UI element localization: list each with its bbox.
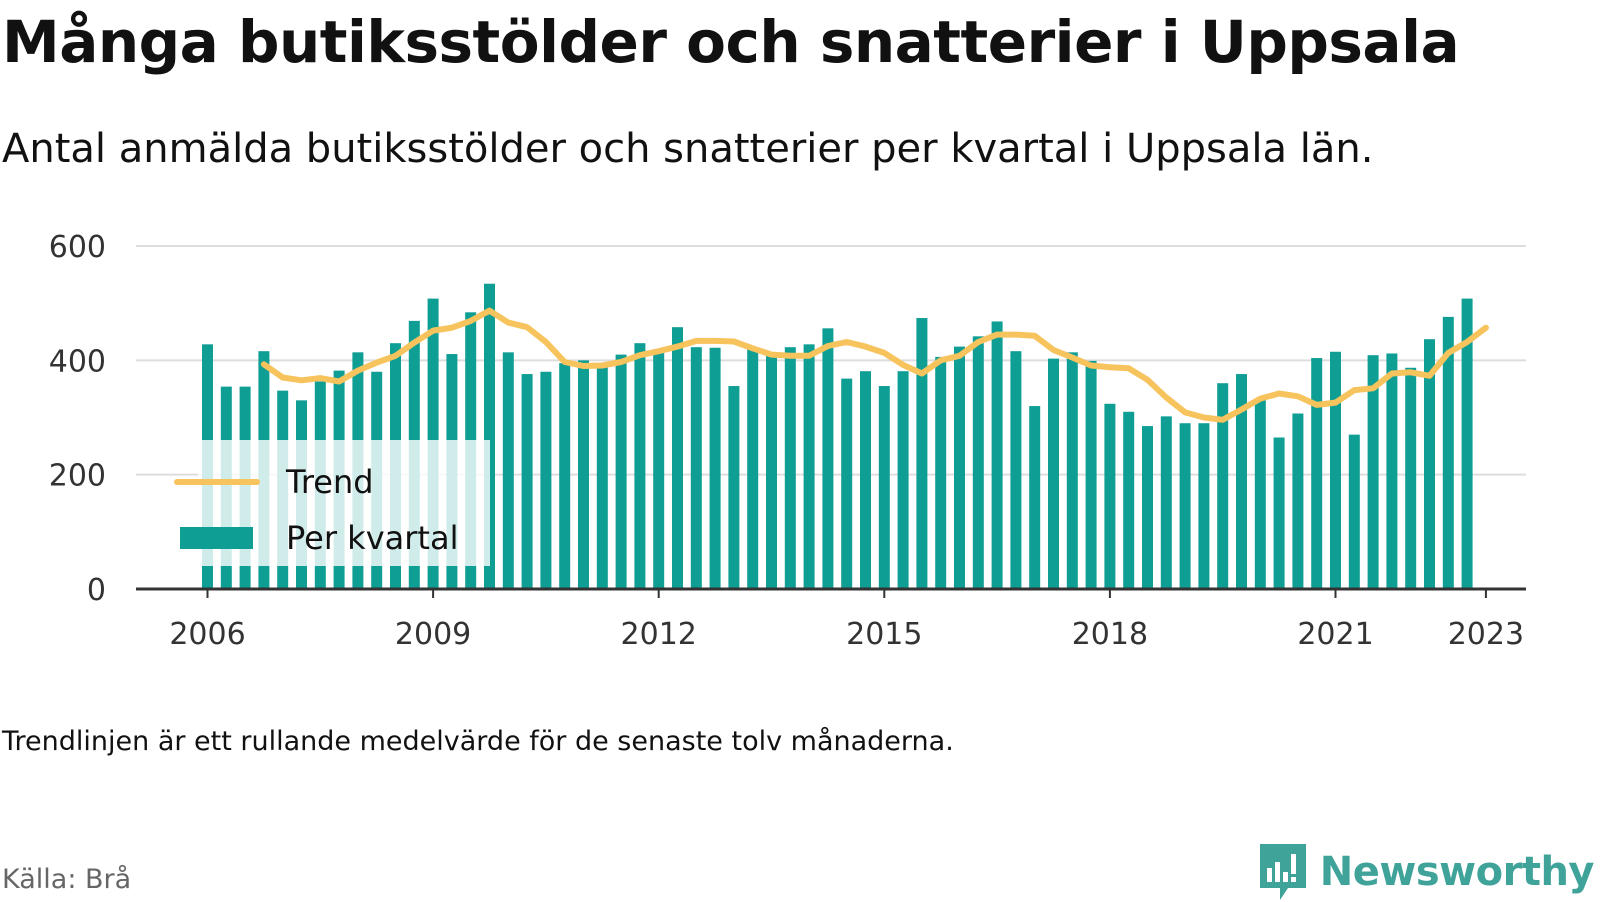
x-tick-label: 2012: [621, 617, 697, 652]
y-tick-label: 0: [87, 573, 106, 608]
chart-subtitle: Antal anmälda butiksstölder och snatteri…: [2, 126, 1374, 172]
x-tick-label: 2009: [395, 617, 471, 652]
bar: [1442, 316, 1454, 589]
bar: [991, 321, 1003, 589]
bar: [897, 371, 909, 589]
y-tick-label: 600: [49, 230, 106, 265]
bar: [559, 363, 571, 589]
bar: [1142, 426, 1153, 589]
bar: [709, 347, 721, 589]
bar: [596, 367, 608, 589]
bar: [1217, 383, 1229, 589]
bar: [803, 344, 815, 589]
bar: [878, 386, 890, 589]
bar: [1254, 400, 1266, 589]
bar: [1123, 411, 1135, 589]
bar: [1066, 352, 1078, 589]
bar: [1029, 406, 1041, 589]
bar: [540, 371, 552, 589]
bar: [766, 354, 777, 589]
brand-name: Newsworthy: [1319, 849, 1595, 895]
newsworthy-icon: [1259, 844, 1306, 900]
bar: [972, 336, 984, 589]
x-tick-label: 2023: [1448, 617, 1524, 652]
legend-trend-label: Trend: [285, 463, 374, 501]
bar: [1405, 367, 1417, 589]
bar: [1198, 423, 1210, 589]
bar: [954, 346, 965, 589]
bar: [1085, 360, 1097, 589]
bar: [690, 347, 702, 589]
bar: [502, 352, 514, 589]
bar: [615, 354, 627, 589]
y-tick-label: 400: [49, 344, 106, 379]
trend-series: [260, 307, 1489, 423]
bar: [1179, 423, 1191, 589]
bar: [521, 374, 533, 589]
bar: [1461, 298, 1473, 589]
bar: [841, 378, 853, 589]
bar: [728, 386, 740, 589]
bar: [1236, 374, 1247, 589]
axes: 0 200 400 600 2006 2009 2012 2015 2018 2021 2023: [49, 230, 1526, 652]
trend-line: [260, 307, 1489, 423]
bar: [1048, 358, 1059, 589]
bar: [578, 360, 589, 589]
bar: [634, 343, 646, 589]
x-tick-label: 2021: [1297, 617, 1373, 652]
bar: [1386, 353, 1398, 589]
footnote: Trendlinjen är ett rullande medelvärde f…: [2, 726, 954, 757]
bar: [916, 318, 928, 589]
chart-area: Trend Per kvartal 0 200 400 600 2006 2009 2012…: [49, 230, 1526, 652]
source-credit: Källa: Brå: [2, 864, 132, 895]
newsworthy-logo: Newsworthy: [1258, 842, 1595, 902]
y-tick-label: 200: [49, 459, 106, 494]
bar: [935, 356, 947, 589]
bar: [1273, 437, 1285, 589]
bar: [1348, 434, 1360, 589]
bar: [1160, 416, 1172, 589]
x-tick-label: 2018: [1072, 617, 1148, 652]
bar: [1104, 403, 1116, 589]
bar: [484, 283, 495, 589]
bar: [1367, 355, 1379, 589]
legend-bar-label: Per kvartal: [286, 519, 458, 557]
legend: Trend Per kvartal: [174, 440, 490, 566]
bar: [1311, 358, 1323, 589]
bar: [747, 347, 759, 589]
bar: [1292, 413, 1304, 589]
bar: [860, 371, 871, 589]
bar: [672, 327, 683, 589]
bar: [784, 347, 796, 589]
bar: [1010, 351, 1022, 589]
legend-bar-swatch: [180, 527, 253, 549]
bar: [1424, 339, 1435, 589]
bar: [822, 328, 834, 589]
x-tick-label: 2015: [846, 617, 922, 652]
bar: [653, 351, 665, 589]
bar: [1330, 351, 1341, 589]
chart-title: Många butiksstölder och snatterier i Upp…: [2, 8, 1460, 76]
x-tick-label: 2006: [169, 617, 245, 652]
